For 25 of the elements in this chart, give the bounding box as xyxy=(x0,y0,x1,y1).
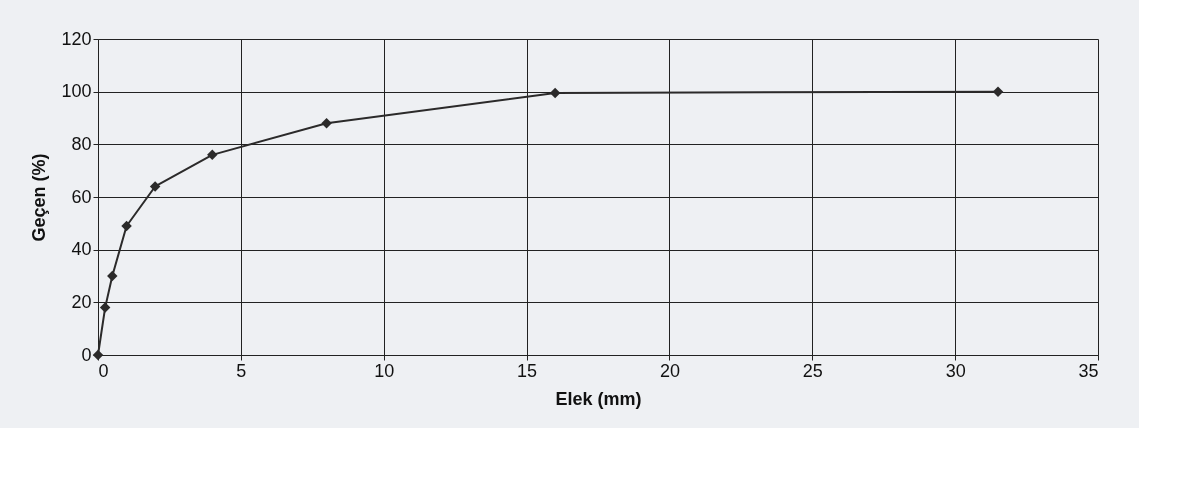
x-tick-label: 5 xyxy=(236,360,247,381)
point xyxy=(321,118,332,129)
x-tick-label: 15 xyxy=(517,360,538,381)
y-tick-label: 100 xyxy=(61,81,92,102)
point xyxy=(207,149,218,161)
x-axis-title: Elek (mm) xyxy=(555,388,642,409)
point xyxy=(92,349,104,361)
x-tick-label: 35 xyxy=(1078,360,1099,381)
point xyxy=(992,86,1004,97)
x-tick-label: 20 xyxy=(659,360,680,381)
x-tick-label: 0 xyxy=(98,360,109,381)
point xyxy=(99,302,111,313)
y-tick-label: 80 xyxy=(71,133,92,154)
x-tick-label: 30 xyxy=(945,360,966,381)
y-tick-label: 40 xyxy=(71,239,92,260)
y-tick-label: 0 xyxy=(81,344,92,365)
point xyxy=(149,181,161,192)
x-tick-label: 25 xyxy=(802,360,823,381)
y-axis-title: Geçen (%) xyxy=(29,153,50,242)
point xyxy=(107,270,118,282)
y-tick-label: 20 xyxy=(71,291,92,312)
x-tick-label: 10 xyxy=(374,360,395,381)
y-tick-label: 120 xyxy=(61,28,92,49)
y-tick-label: 60 xyxy=(71,186,92,207)
point xyxy=(121,220,132,232)
